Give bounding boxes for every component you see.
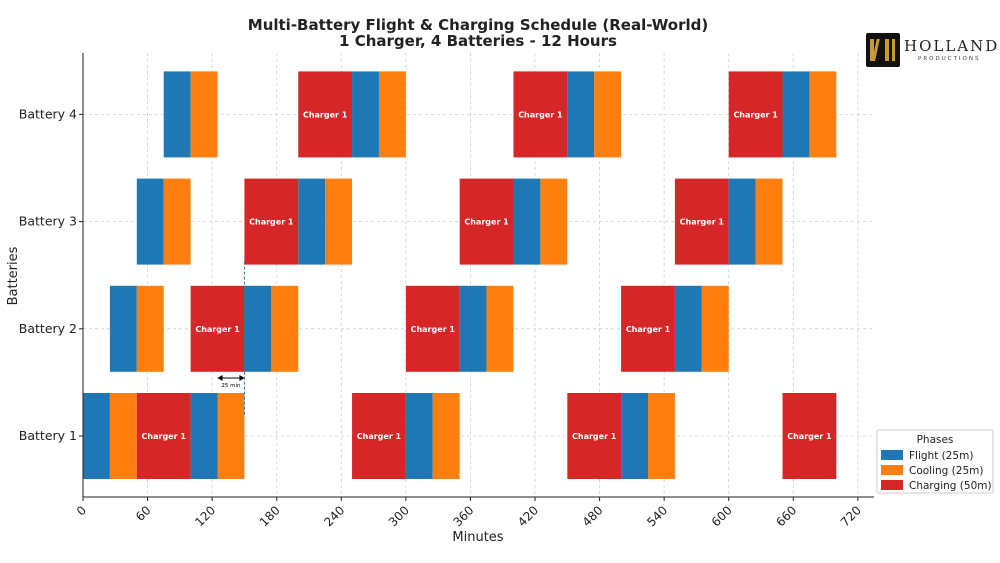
flight-bar bbox=[674, 285, 702, 372]
legend-label-charging: Charging (50m) bbox=[909, 480, 992, 492]
legend-swatch-flight bbox=[881, 450, 903, 460]
x-tick-label: 420 bbox=[515, 503, 541, 529]
cooling-bar bbox=[190, 71, 218, 158]
flight-bar bbox=[298, 178, 326, 265]
charging-bar bbox=[621, 285, 675, 372]
charger-label: Charger 1 bbox=[626, 325, 671, 334]
charging-bar bbox=[298, 71, 353, 158]
cooling-bar bbox=[163, 178, 191, 265]
charging-bar bbox=[136, 393, 191, 479]
logo-wordmark: HOLLAND bbox=[904, 37, 1000, 55]
gap-arrow-left bbox=[217, 375, 223, 381]
cooling-bar bbox=[809, 71, 837, 158]
charger-label: Charger 1 bbox=[195, 325, 240, 334]
charging-bar bbox=[352, 393, 406, 479]
flight-bar bbox=[728, 178, 756, 265]
axes: 0 60 120 180 240 300 360 420 480 540 600 660 720 Batt… bbox=[19, 53, 874, 529]
gap-label: 25 min bbox=[221, 383, 241, 389]
charging-bar bbox=[190, 285, 245, 372]
x-tick-label: 180 bbox=[257, 503, 283, 529]
cooling-bar bbox=[648, 393, 675, 479]
charging-bar bbox=[782, 393, 837, 479]
cooling-bar bbox=[540, 178, 568, 265]
x-tick-label: 240 bbox=[321, 503, 347, 529]
flight-bar bbox=[136, 178, 164, 265]
charger-label: Charger 1 bbox=[249, 218, 294, 227]
flight-bar bbox=[567, 71, 595, 158]
y-tick-label: Battery 4 bbox=[19, 106, 77, 121]
gap-arrow-right bbox=[239, 375, 245, 381]
flight-bar bbox=[83, 393, 110, 479]
flight-bar bbox=[244, 285, 272, 372]
charger-label: Charger 1 bbox=[464, 218, 509, 227]
flight-bar bbox=[109, 285, 137, 372]
charging-bar bbox=[459, 178, 514, 265]
flight-bar bbox=[459, 285, 487, 372]
cooling-bar bbox=[109, 393, 137, 479]
x-tick-label: 300 bbox=[386, 503, 412, 529]
cooling-bar bbox=[136, 285, 164, 372]
flight-bar bbox=[621, 393, 648, 479]
cooling-bar bbox=[325, 178, 353, 265]
cooling-bar bbox=[378, 71, 406, 158]
cooling-bar bbox=[432, 393, 460, 479]
legend: Phases Flight (25m) Cooling (25m) Charging … bbox=[876, 429, 994, 494]
chart-subtitle: 1 Charger, 4 Batteries - 12 Hours bbox=[339, 32, 617, 50]
charger-label: Charger 1 bbox=[411, 325, 456, 334]
charging-bar bbox=[244, 178, 299, 265]
chart-title: Multi-Battery Flight & Charging Schedule… bbox=[248, 16, 708, 34]
cooling-bar bbox=[755, 178, 783, 265]
x-axis-label: Minutes bbox=[452, 530, 503, 545]
x-tick-label: 480 bbox=[580, 503, 606, 529]
cooling-bar bbox=[701, 285, 729, 372]
charger-label: Charger 1 bbox=[733, 110, 778, 119]
legend-swatch-charging bbox=[881, 480, 903, 490]
x-tick-label: 720 bbox=[838, 503, 864, 529]
cooling-bar bbox=[217, 393, 245, 479]
flight-bar bbox=[513, 178, 541, 265]
y-axis-label: Batteries bbox=[6, 246, 21, 305]
x-tick-label: 120 bbox=[192, 503, 218, 529]
flight-bar bbox=[352, 71, 379, 158]
x-tick-label: 60 bbox=[133, 503, 154, 524]
logo-subtext: PRODUCTIONS bbox=[918, 56, 981, 62]
gap-annotation: 25 min bbox=[217, 261, 245, 416]
y-tick-label: Battery 2 bbox=[19, 321, 77, 336]
charging-bar bbox=[567, 393, 622, 479]
legend-title: Phases bbox=[917, 434, 954, 446]
cooling-bar bbox=[486, 285, 514, 372]
x-tick-label: 660 bbox=[773, 503, 799, 529]
charger-label: Charger 1 bbox=[572, 432, 617, 441]
x-tick-label: 360 bbox=[450, 503, 476, 529]
cooling-bar bbox=[594, 71, 622, 158]
flight-bar bbox=[190, 393, 218, 479]
legend-box bbox=[876, 429, 994, 494]
legend-swatch-cooling bbox=[881, 465, 903, 475]
flight-bar bbox=[782, 71, 810, 158]
y-tick-label: Battery 1 bbox=[19, 428, 77, 443]
y-tick-label: Battery 3 bbox=[19, 214, 77, 229]
charger-label: Charger 1 bbox=[142, 432, 187, 441]
charger-label: Charger 1 bbox=[680, 218, 725, 227]
logo-mark-icon bbox=[866, 33, 900, 67]
charger-label: Charger 1 bbox=[787, 432, 832, 441]
cooling-bar bbox=[271, 285, 299, 372]
charging-bar bbox=[513, 71, 568, 158]
legend-label-flight: Flight (25m) bbox=[909, 450, 973, 462]
flight-bar bbox=[163, 71, 191, 158]
charging-bar bbox=[405, 285, 460, 372]
charger-label: Charger 1 bbox=[518, 110, 563, 119]
x-tick-label: 0 bbox=[74, 503, 89, 518]
charger-label: Charger 1 bbox=[357, 432, 402, 441]
charging-bar bbox=[674, 178, 729, 265]
flight-bar bbox=[405, 393, 433, 479]
charger-label: Charger 1 bbox=[303, 110, 348, 119]
x-tick-label: 600 bbox=[709, 503, 735, 529]
holland-logo: HOLLAND PRODUCTIONS bbox=[866, 33, 997, 69]
bar-segments: Charger 1 Charger 1 Charger 1 Charger 1 Char… bbox=[83, 71, 837, 479]
x-tick-label: 540 bbox=[644, 503, 670, 529]
charging-bar bbox=[728, 71, 783, 158]
legend-label-cooling: Cooling (25m) bbox=[909, 465, 983, 477]
